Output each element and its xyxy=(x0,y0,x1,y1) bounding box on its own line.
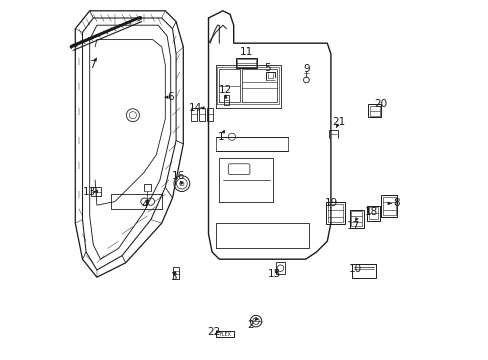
Bar xyxy=(351,211,362,226)
Bar xyxy=(367,104,381,117)
Text: 2: 2 xyxy=(247,320,254,330)
Text: 15: 15 xyxy=(267,269,281,279)
Text: 20: 20 xyxy=(373,99,386,109)
Bar xyxy=(369,106,379,116)
Text: FLEX: FLEX xyxy=(219,332,231,337)
Text: 19: 19 xyxy=(324,198,337,208)
Bar xyxy=(206,108,213,121)
Bar xyxy=(380,195,397,217)
Bar xyxy=(351,264,375,278)
Text: 9: 9 xyxy=(303,64,309,74)
Text: 4: 4 xyxy=(142,200,148,210)
Bar xyxy=(366,206,379,221)
Bar xyxy=(327,204,342,222)
Text: 14: 14 xyxy=(188,103,202,113)
Text: 6: 6 xyxy=(167,92,174,102)
Text: 10: 10 xyxy=(348,264,361,274)
Text: 22: 22 xyxy=(207,327,221,337)
Bar xyxy=(275,262,285,274)
Text: 3: 3 xyxy=(169,272,176,282)
Bar xyxy=(172,267,179,279)
Bar xyxy=(190,108,197,121)
Bar xyxy=(215,137,287,151)
Bar xyxy=(237,59,256,67)
Bar xyxy=(349,210,363,228)
Text: 5: 5 xyxy=(264,63,270,73)
Bar xyxy=(91,187,101,196)
Text: 1: 1 xyxy=(217,132,224,142)
Text: 13: 13 xyxy=(82,186,96,197)
Text: 18: 18 xyxy=(364,207,377,217)
Bar xyxy=(325,202,344,224)
Text: 17: 17 xyxy=(346,221,359,231)
Bar xyxy=(223,95,229,105)
Bar xyxy=(235,58,257,68)
Bar xyxy=(382,197,395,215)
Text: 11: 11 xyxy=(240,47,253,57)
Bar xyxy=(368,207,377,219)
Text: 8: 8 xyxy=(392,198,399,208)
Text: 7: 7 xyxy=(89,60,95,70)
Text: 16: 16 xyxy=(171,171,184,181)
Bar xyxy=(199,108,205,121)
Text: 12: 12 xyxy=(219,85,232,95)
Text: 21: 21 xyxy=(331,117,345,127)
Bar xyxy=(215,331,234,337)
